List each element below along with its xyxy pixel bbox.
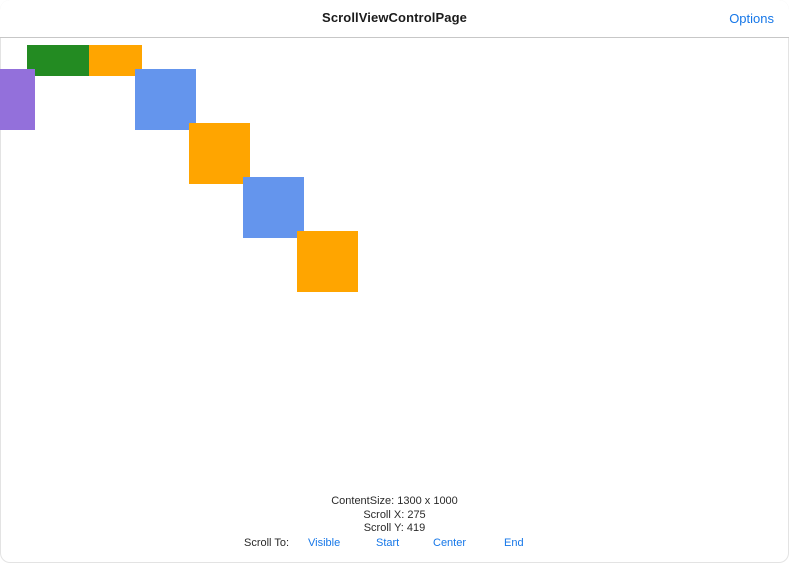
scroll-to-center-button[interactable]: Center xyxy=(433,537,467,549)
blue-box xyxy=(135,69,196,130)
scroll-y-text: Scroll Y: 419 xyxy=(363,522,426,534)
scroll-to-controls: Scroll To: Visible Start Center End xyxy=(244,537,564,553)
scroll-to-start-button[interactable]: Start xyxy=(376,537,400,549)
scroll-to-visible-button[interactable]: Visible xyxy=(308,537,341,549)
orange-box xyxy=(89,45,142,76)
purple-box xyxy=(0,69,35,130)
blue-box xyxy=(243,177,304,238)
options-button[interactable]: Options xyxy=(729,11,774,26)
green-box xyxy=(27,45,89,76)
content-size-text: ContentSize: 1300 x 1000 xyxy=(331,495,458,507)
scroll-x-text: Scroll X: 275 xyxy=(363,509,426,521)
scroll-to-label: Scroll To: xyxy=(244,537,290,549)
scroll-status-footer: ContentSize: 1300 x 1000 Scroll X: 275 S… xyxy=(0,483,789,563)
orange-box xyxy=(297,231,358,292)
page-title: ScrollViewControlPage xyxy=(322,10,467,25)
scroll-view[interactable] xyxy=(0,38,789,488)
navigation-bar: ScrollViewControlPage Options xyxy=(0,0,789,38)
orange-box xyxy=(189,123,250,184)
scroll-to-end-button[interactable]: End xyxy=(504,537,524,549)
